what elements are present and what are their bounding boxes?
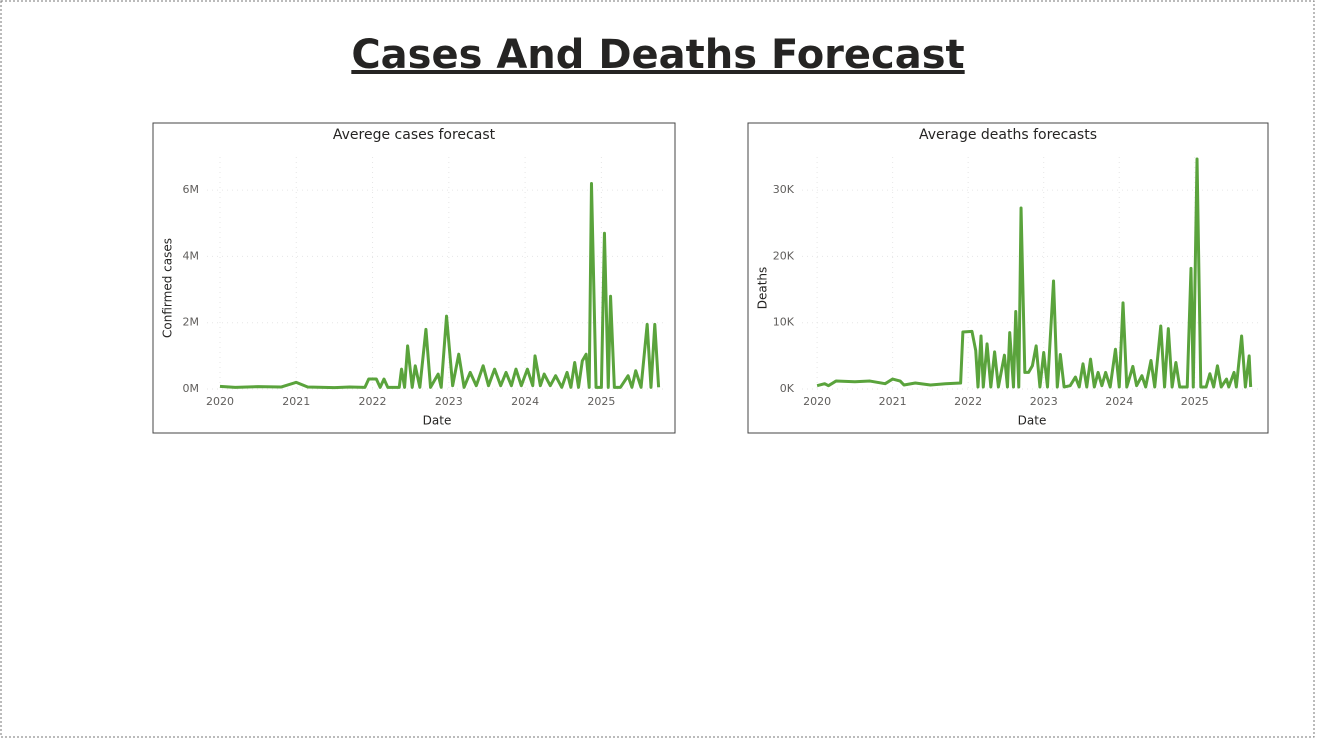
- y-tick-label: 30K: [773, 183, 795, 196]
- y-tick-label: 0K: [780, 382, 795, 395]
- x-tick-label: 2023: [1030, 395, 1058, 408]
- page-title: Cases And Deaths Forecast: [351, 32, 964, 78]
- y-tick-label: 4M: [183, 249, 200, 262]
- y-axis-label: Deaths: [756, 267, 770, 310]
- x-tick-label: 2022: [954, 395, 982, 408]
- x-axis-label: Date: [423, 414, 452, 428]
- x-axis-label: Date: [1018, 414, 1047, 428]
- y-tick-label: 6M: [183, 183, 200, 196]
- x-tick-label: 2023: [435, 395, 463, 408]
- y-tick-label: 2M: [183, 316, 200, 329]
- x-tick-label: 2020: [206, 395, 234, 408]
- y-axis-label: Confirmed cases: [161, 238, 175, 338]
- x-tick-label: 2025: [587, 395, 615, 408]
- data-line: [816, 157, 1253, 389]
- y-tick-label: 10K: [773, 316, 795, 329]
- data-line: [219, 182, 661, 390]
- x-tick-label: 2021: [879, 395, 907, 408]
- y-tick-label: 20K: [773, 249, 795, 262]
- x-tick-label: 2024: [511, 395, 539, 408]
- chart-title: Averege cases forecast: [333, 127, 496, 143]
- chart-title: Average deaths forecasts: [919, 127, 1097, 143]
- y-tick-label: 0M: [183, 382, 200, 395]
- x-tick-label: 2024: [1105, 395, 1133, 408]
- x-tick-label: 2021: [282, 395, 310, 408]
- x-tick-label: 2020: [803, 395, 831, 408]
- x-tick-label: 2025: [1181, 395, 1209, 408]
- x-tick-label: 2022: [359, 395, 387, 408]
